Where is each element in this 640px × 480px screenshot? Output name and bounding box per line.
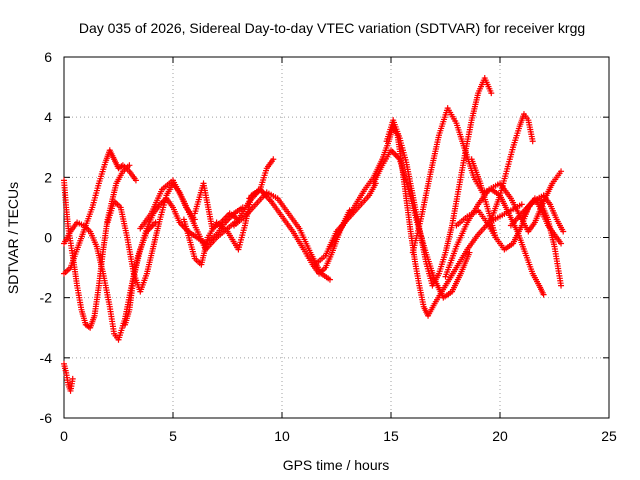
data-point <box>132 177 139 184</box>
data-point <box>270 156 277 163</box>
data-point <box>326 276 333 283</box>
x-axis-tick-labels: 0 5 10 15 20 25 <box>60 428 617 444</box>
data-point <box>558 168 565 175</box>
series-arc-u <box>518 195 565 289</box>
data-point <box>488 90 495 97</box>
data-point <box>518 201 525 208</box>
series-arc-a <box>61 162 133 331</box>
series-arc-c <box>61 147 139 277</box>
y-tick-label: -4 <box>40 350 53 366</box>
axis-ticks <box>63 56 610 419</box>
y-tick-label: 0 <box>44 230 52 246</box>
series-group <box>61 75 567 394</box>
x-tick-label: 10 <box>274 428 290 444</box>
series-arc-s <box>488 111 536 223</box>
series-arc-k <box>246 186 353 277</box>
data-point <box>560 228 567 235</box>
data-point <box>540 291 547 298</box>
x-tick-label: 0 <box>60 428 68 444</box>
y-axis-tick-labels: -6 -4 -2 0 2 4 6 <box>40 49 53 426</box>
data-point <box>558 282 565 289</box>
x-tick-label: 5 <box>169 428 177 444</box>
chart-title: Day 035 of 2026, Sidereal Day-to-day VTE… <box>79 20 585 36</box>
series-arc-m <box>326 123 525 319</box>
y-tick-label: -2 <box>40 290 53 306</box>
data-point <box>492 234 499 241</box>
x-tick-label: 15 <box>383 428 399 444</box>
y-tick-label: 2 <box>44 169 52 185</box>
data-point <box>152 219 159 226</box>
data-point <box>529 138 536 145</box>
data-point <box>466 249 473 256</box>
data-point <box>558 240 565 247</box>
y-tick-label: -6 <box>40 410 53 426</box>
data-point <box>126 162 133 169</box>
y-axis-label: SDTVAR / TECUs <box>5 182 21 294</box>
series-arc-v <box>468 156 499 241</box>
y-tick-label: 4 <box>44 109 52 125</box>
series-arc-b <box>61 360 76 394</box>
x-tick-label: 20 <box>492 428 508 444</box>
series-arc-t <box>507 192 567 235</box>
x-tick-label: 25 <box>601 428 617 444</box>
y-tick-label: 6 <box>44 49 52 65</box>
data-point <box>69 375 76 382</box>
series-arc-i <box>191 180 242 232</box>
series-arc-o <box>383 75 495 289</box>
x-axis-label: GPS time / hours <box>283 457 390 473</box>
